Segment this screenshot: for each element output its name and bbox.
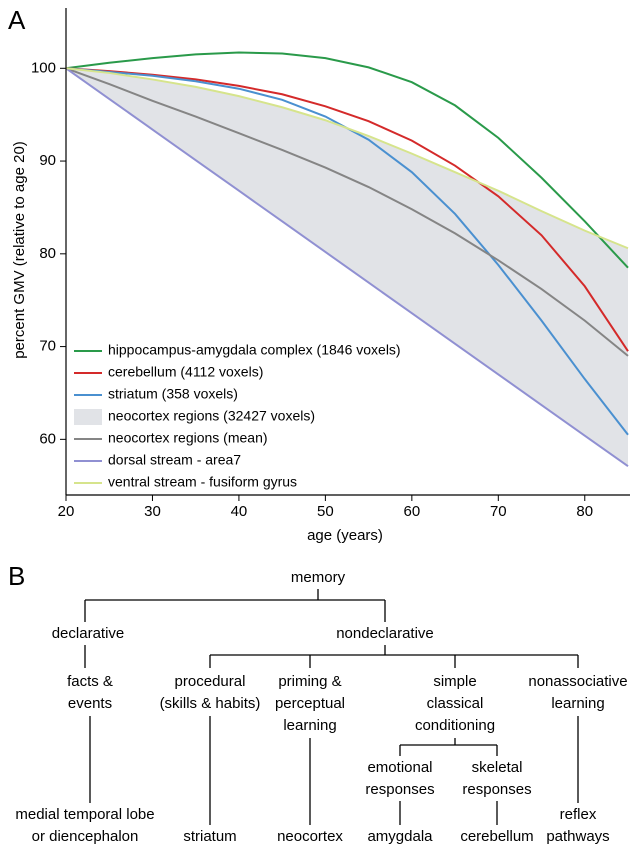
leaf-label: striatum [183,828,236,845]
node-label: nondeclarative [336,625,434,642]
node-label: nonassociative [528,673,627,690]
node-label: conditioning [415,717,495,734]
legend-label: ventral stream - fusiform gyrus [108,474,297,490]
legend-label: cerebellum (4112 voxels) [108,364,263,380]
node-label: declarative [52,625,125,642]
leaf-label: reflex [560,806,597,823]
line [65,67,629,250]
leaf-label: cerebellum [460,828,533,845]
node-label: (skills & habits) [160,695,261,712]
y-tick-label: 60 [39,430,56,447]
x-axis-label: age (years) [307,527,383,544]
leaf-label: neocortex [277,828,343,845]
x-tick-label: 70 [490,503,507,520]
y-tick-label: 90 [39,152,56,169]
legend-label: dorsal stream - area7 [108,452,241,468]
legend-swatch [74,409,102,425]
node-label: memory [291,569,346,586]
line [65,51,629,269]
node-label: priming & [278,673,341,690]
x-tick-label: 30 [144,503,161,520]
node-label: responses [462,781,531,798]
legend-label: neocortex regions (32427 voxels) [108,408,315,424]
x-tick-label: 50 [317,503,334,520]
x-tick-label: 20 [58,503,75,520]
line [65,67,629,468]
legend-label: hippocampus-amygdala complex (1846 voxel… [108,342,401,358]
node-label: events [68,695,112,712]
node-label: classical [427,695,484,712]
x-tick-label: 60 [404,503,421,520]
y-tick-label: 70 [39,338,56,355]
line [65,67,629,357]
node-label: facts & [67,673,113,690]
node-label: simple [433,673,476,690]
x-tick-label: 80 [576,503,593,520]
leaf-label: medial temporal lobe [15,806,154,823]
leaf-label: amygdala [367,828,433,845]
node-label: procedural [175,673,246,690]
tree-lines [84,589,579,825]
tree-labels: memory declarative nondeclarative facts … [15,569,627,845]
y-tick-label: 80 [39,245,56,262]
line [65,67,629,352]
node-label: responses [365,781,434,798]
legend-label: striatum (358 voxels) [108,386,238,402]
x-tick-label: 40 [231,503,248,520]
y-tick-label: 100 [31,59,56,76]
panel-letter: B [8,561,25,591]
node-label: skeletal [472,759,523,776]
leaf-label: or diencephalon [32,828,139,845]
node-label: learning [551,695,604,712]
leaf-label: pathways [546,828,609,845]
panel-letter: A [8,5,26,35]
y-axis-label: percent GMV (relative to age 20) [11,141,28,359]
plot [65,51,629,468]
node-label: perceptual [275,695,345,712]
node-label: emotional [367,759,432,776]
node-label: learning [283,717,336,734]
legend-label: neocortex regions (mean) [108,430,268,446]
